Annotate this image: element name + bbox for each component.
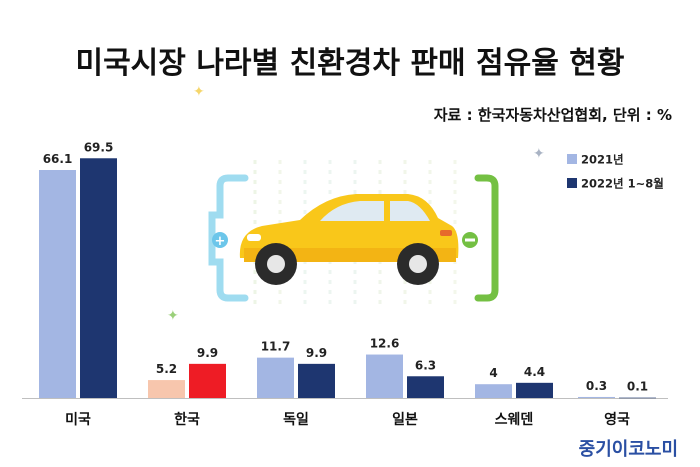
value-label: 11.7 <box>261 340 291 354</box>
value-label: 5.2 <box>156 362 177 376</box>
bar-2022-3 <box>407 376 444 398</box>
bar-2022-2 <box>298 363 335 398</box>
bar-group <box>39 158 656 399</box>
sparkle-icon: ✦ <box>193 84 205 100</box>
value-label: 9.9 <box>306 346 327 360</box>
svg-text:+: + <box>215 234 226 249</box>
chart-legend: 2021년 2022년 1~8월 <box>567 153 664 191</box>
value-label: 6.3 <box>415 358 436 372</box>
value-label: 0.3 <box>586 379 607 393</box>
category-label: 독일 <box>283 412 309 428</box>
sparkle-icon: ✦ <box>167 308 179 324</box>
category-label: 스웨덴 <box>495 412 534 428</box>
bar-2021-0 <box>39 170 76 398</box>
bar-2021-2 <box>257 357 294 398</box>
category-label: 한국 <box>174 412 200 428</box>
value-label: 4.4 <box>524 365 545 379</box>
car-window <box>390 201 430 221</box>
category-label: 미국 <box>65 412 91 428</box>
sparkle-icon: ✦ <box>533 146 545 162</box>
page-title: 미국시장 나라별 친환경차 판매 점유율 현황 <box>75 46 625 81</box>
car-window <box>320 201 384 221</box>
value-label: 4 <box>489 366 497 380</box>
right-bracket <box>474 174 499 302</box>
car-illustration: + <box>208 160 499 310</box>
bar-2021-1 <box>148 380 185 398</box>
bar-2022-0 <box>80 158 117 398</box>
value-label: 12.6 <box>370 337 400 351</box>
category-labels: 미국 한국 독일 일본 스웨덴 영국 <box>65 411 630 428</box>
value-label: 9.9 <box>197 346 218 360</box>
brand-logo: 중기이코노미 <box>578 439 678 460</box>
bar-2021-3 <box>366 354 403 398</box>
bar-2022-4 <box>516 382 553 398</box>
bar-2022-1 <box>189 363 226 398</box>
left-bracket <box>208 174 249 302</box>
category-label: 영국 <box>604 411 630 428</box>
category-label: 일본 <box>392 412 418 428</box>
value-label: 69.5 <box>84 140 114 154</box>
plus-icon <box>212 232 228 248</box>
legend-swatch <box>567 178 577 188</box>
bar-2021-4 <box>475 384 512 398</box>
bar-2022-5 <box>619 397 656 399</box>
source-note: 자료 : 한국자동차산업협회, 단위 : % <box>433 106 672 124</box>
legend-swatch <box>567 154 577 164</box>
bar-2021-5 <box>578 396 615 398</box>
value-labels: 66.1 69.5 5.2 9.9 11.7 9.9 12.6 6.3 4 4.4 0.3 0.1 <box>43 140 648 393</box>
legend-label: 2021년 <box>581 153 624 167</box>
value-label: 66.1 <box>43 152 73 166</box>
legend-label: 2022년 1~8월 <box>581 177 664 191</box>
value-label: 0.1 <box>627 380 648 394</box>
